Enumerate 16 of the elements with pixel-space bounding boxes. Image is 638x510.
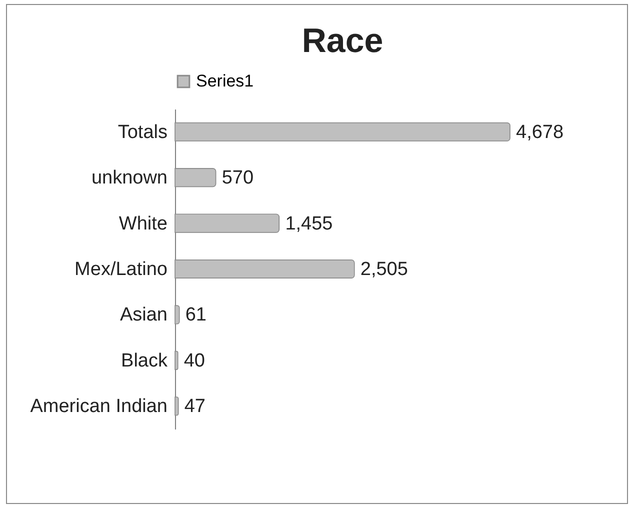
y-tick-label: American Indian: [30, 396, 168, 418]
y-tick-label: Asian: [120, 304, 168, 326]
y-tick-label: unknown: [91, 168, 168, 189]
y-tick-label: Totals: [118, 122, 168, 143]
y-tick-label: Black: [121, 350, 168, 372]
data-label: 2,505: [360, 259, 408, 280]
data-label: 1,455: [285, 213, 333, 234]
y-tick-label: Mex/Latino: [74, 259, 168, 280]
data-label: 40: [184, 350, 206, 372]
y-tick-label: White: [118, 213, 168, 234]
legend-label: Series1: [196, 72, 254, 90]
data-label: 570: [222, 168, 254, 189]
data-label: 4,678: [516, 122, 564, 143]
data-label: 47: [184, 396, 206, 418]
data-label: 61: [185, 304, 207, 326]
chart-title: Race: [302, 22, 384, 60]
